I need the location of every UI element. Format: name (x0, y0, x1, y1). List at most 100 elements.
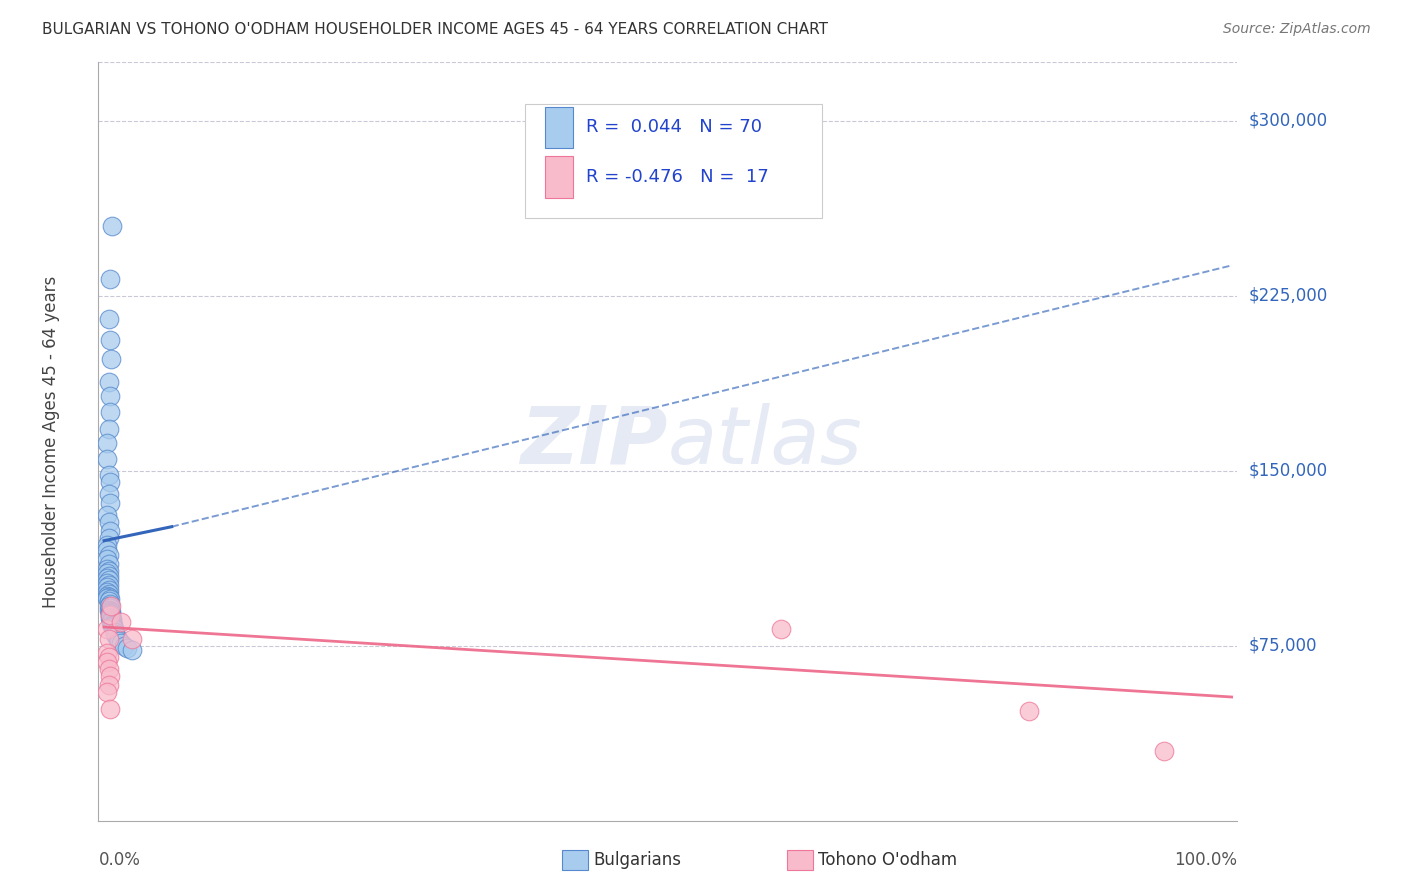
Point (97, 487, 120, 501)
Point (107, 632, 129, 646)
FancyBboxPatch shape (546, 156, 574, 198)
Point (105, 629, 128, 643)
Point (101, 612, 124, 626)
Point (112, 639, 135, 653)
Point (96, 623, 118, 637)
Point (97, 375, 120, 389)
Point (98, 272, 121, 286)
Point (97, 662, 120, 676)
Point (98, 405, 121, 419)
Point (96, 655, 118, 669)
Text: $225,000: $225,000 (1249, 286, 1327, 305)
Point (96, 646, 118, 660)
Text: $300,000: $300,000 (1249, 112, 1327, 129)
Point (97, 594, 120, 608)
Point (96, 575, 118, 590)
Point (98, 333, 121, 347)
Point (98, 475, 121, 490)
Point (104, 627, 127, 641)
Text: ZIP: ZIP (520, 402, 668, 481)
Text: $150,000: $150,000 (1249, 462, 1327, 480)
Point (97, 564, 120, 578)
Point (96, 552, 118, 566)
Point (96, 562, 118, 576)
Point (98, 608, 121, 623)
Point (100, 607, 122, 622)
Point (96, 589, 118, 603)
Point (1153, 744, 1175, 758)
Point (96, 585, 118, 599)
Point (96, 571, 118, 585)
FancyBboxPatch shape (546, 106, 574, 148)
Point (101, 219, 124, 233)
Text: atlas: atlas (668, 402, 863, 481)
Point (101, 617, 124, 632)
Point (100, 605, 122, 619)
Point (98, 608, 121, 623)
Point (101, 614, 124, 628)
Point (97, 599, 120, 613)
Point (97, 568, 120, 582)
Point (110, 615, 132, 630)
Text: R =  0.044   N = 70: R = 0.044 N = 70 (586, 119, 762, 136)
Point (97, 602, 120, 616)
Point (96, 508, 118, 522)
Point (121, 632, 143, 646)
Text: 100.0%: 100.0% (1174, 851, 1237, 869)
Text: R = -0.476   N =  17: R = -0.476 N = 17 (586, 169, 769, 186)
Point (110, 636, 132, 650)
Point (98, 604, 121, 618)
Text: Tohono O'odham: Tohono O'odham (818, 851, 957, 869)
Point (96, 580, 118, 594)
Text: BULGARIAN VS TOHONO O'ODHAM HOUSEHOLDER INCOME AGES 45 - 64 YEARS CORRELATION CH: BULGARIAN VS TOHONO O'ODHAM HOUSEHOLDER … (42, 22, 828, 37)
Point (100, 609, 122, 624)
Point (97, 515, 120, 529)
Point (97, 557, 120, 571)
Point (98, 524, 121, 539)
Point (98, 669, 121, 683)
Point (96, 538, 118, 552)
Point (98, 597, 121, 611)
Point (96, 591, 118, 605)
Point (96, 566, 118, 581)
Point (97, 578, 120, 592)
Text: Source: ZipAtlas.com: Source: ZipAtlas.com (1223, 22, 1371, 37)
Point (98, 610, 121, 624)
Point (1018, 704, 1040, 718)
Point (121, 643, 143, 657)
Text: Householder Income Ages 45 - 64 years: Householder Income Ages 45 - 64 years (42, 276, 59, 607)
Point (101, 616, 124, 631)
Point (97, 678, 120, 692)
Text: 0.0%: 0.0% (98, 851, 141, 869)
Point (97, 582, 120, 597)
Point (96, 685, 118, 699)
Point (101, 620, 124, 634)
Point (101, 619, 124, 633)
Point (98, 601, 121, 615)
Point (96, 543, 118, 558)
Point (115, 640, 138, 655)
Text: Bulgarians: Bulgarians (593, 851, 682, 869)
Point (98, 606, 121, 620)
Point (104, 624, 127, 639)
Point (97, 590, 120, 604)
Point (96, 435, 118, 450)
Point (97, 650, 120, 665)
Point (98, 389, 121, 403)
Point (98, 592, 121, 607)
Point (103, 623, 125, 637)
Point (97, 468, 120, 483)
Point (100, 351, 122, 366)
Point (97, 422, 120, 436)
Point (100, 613, 122, 627)
Text: $75,000: $75,000 (1249, 637, 1317, 655)
Point (97, 574, 120, 588)
Point (769, 623, 792, 637)
Point (100, 615, 122, 630)
Point (98, 701, 121, 715)
Point (97, 632, 120, 646)
Point (98, 496, 121, 510)
Point (96, 452, 118, 467)
Point (100, 599, 122, 613)
FancyBboxPatch shape (526, 104, 821, 218)
